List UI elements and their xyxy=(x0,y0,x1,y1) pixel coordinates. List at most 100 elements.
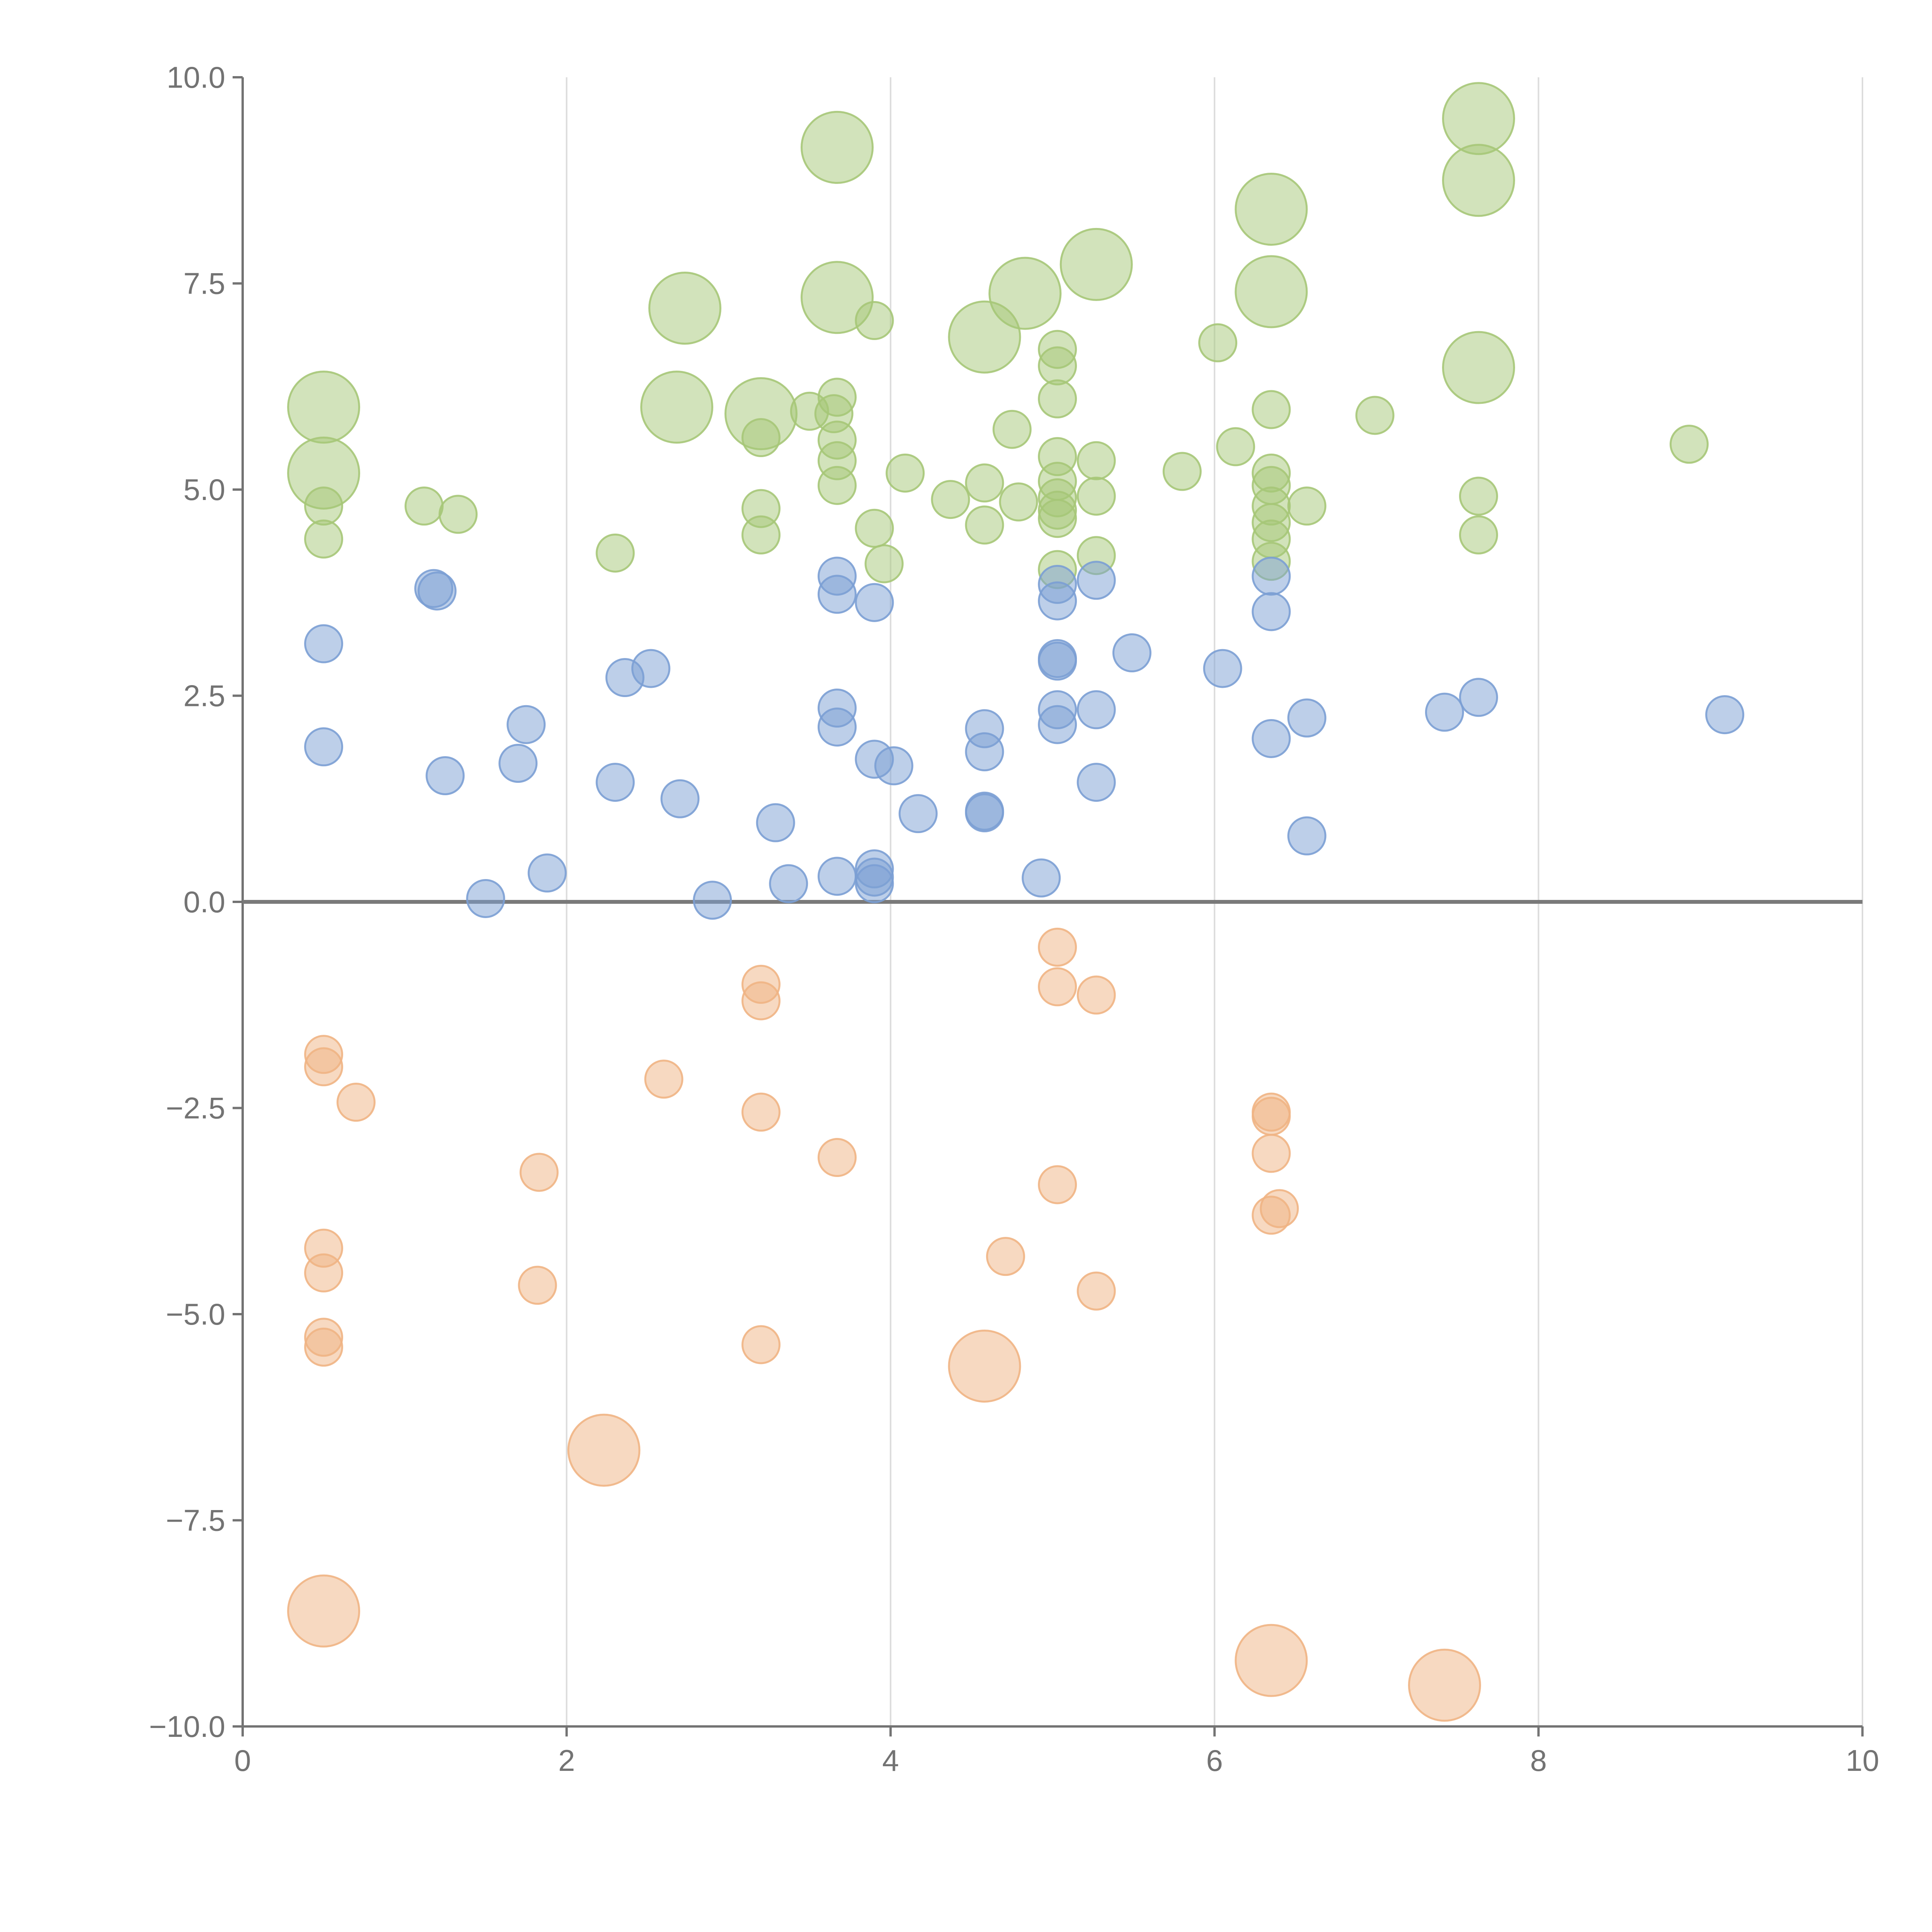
bubble-point-positive xyxy=(640,371,713,444)
bubble-point-near-zero xyxy=(498,743,538,783)
bubble-point-near-zero xyxy=(1459,678,1498,717)
bubble-point-positive xyxy=(1060,228,1133,301)
bubble-point-negative xyxy=(304,1047,344,1087)
bubble-point-negative xyxy=(1252,1097,1291,1136)
bubble-point-near-zero xyxy=(1077,561,1116,600)
x-tick-label: 6 xyxy=(1206,1743,1223,1777)
bubble-point-negative xyxy=(1252,1196,1291,1235)
bubble-point-positive xyxy=(965,463,1004,503)
bubble-point-near-zero xyxy=(1705,695,1745,735)
bubble-point-negative xyxy=(304,1253,344,1293)
bubble-point-near-zero xyxy=(417,571,457,611)
y-tick-label: −10.0 xyxy=(149,1709,225,1743)
bubble-point-near-zero xyxy=(965,732,1004,772)
bubble-point-near-zero xyxy=(466,879,505,918)
bubble-point-near-zero xyxy=(756,803,795,842)
bubble-point-positive xyxy=(1287,486,1327,526)
bubble-point-near-zero xyxy=(965,793,1004,833)
bubble-point-negative xyxy=(1408,1648,1481,1722)
y-tick-label: −7.5 xyxy=(166,1503,225,1537)
bubble-point-positive xyxy=(1235,255,1308,328)
x-tick-label: 10 xyxy=(1846,1743,1879,1777)
bubble-point-near-zero xyxy=(1022,858,1061,898)
bubble-point-near-zero xyxy=(855,864,894,903)
bubble-point-positive xyxy=(1252,390,1291,429)
bubble-point-near-zero xyxy=(1077,763,1116,802)
bubble-point-near-zero xyxy=(817,707,857,747)
bubble-point-near-zero xyxy=(817,575,857,614)
bubble-point-positive xyxy=(1162,452,1202,491)
bubble-point-near-zero xyxy=(1252,556,1291,596)
bubble-point-negative xyxy=(644,1060,684,1099)
bubble-point-near-zero xyxy=(1038,705,1077,744)
bubble-point-positive xyxy=(999,482,1038,522)
bubble-point-positive xyxy=(1038,346,1077,386)
bubble-point-negative xyxy=(948,1329,1021,1403)
bubble-point-positive xyxy=(1038,379,1077,418)
bubble-point-near-zero xyxy=(304,727,344,767)
bubble-point-positive xyxy=(595,533,635,573)
bubble-point-negative xyxy=(304,1327,344,1367)
bubble-point-near-zero xyxy=(1112,633,1151,673)
bubble-point-negative xyxy=(519,1153,559,1192)
bubble-point-positive xyxy=(1669,425,1709,464)
y-tick-label: −5.0 xyxy=(166,1297,225,1331)
bubble-point-positive xyxy=(1235,172,1308,246)
x-tick-label: 2 xyxy=(558,1743,575,1777)
bubble-point-near-zero xyxy=(527,853,567,893)
bubble-point-positive xyxy=(817,466,857,505)
bubble-point-negative xyxy=(1235,1624,1308,1697)
bubble-point-positive xyxy=(931,480,970,519)
bubble-point-positive xyxy=(304,519,344,559)
bubble-point-negative xyxy=(336,1083,376,1122)
bubble-point-positive xyxy=(741,515,781,554)
bubble-point-negative xyxy=(1038,927,1077,967)
bubble-point-negative xyxy=(986,1237,1025,1276)
bubble-point-positive xyxy=(1459,476,1498,516)
bubble-point-near-zero xyxy=(769,864,808,903)
bubble-point-near-zero xyxy=(605,658,645,697)
x-tick-label: 4 xyxy=(882,1743,899,1777)
y-tick-label: 2.5 xyxy=(184,679,225,713)
y-tick-label: 5.0 xyxy=(184,473,225,507)
bubble-point-positive xyxy=(1459,515,1498,554)
axes: 0 2 4 6 8 10 −10.0 −7.5 −5.0 −2.5 0.0 2.5 5.0 7.5 10.0 xyxy=(149,60,1879,1777)
bubble-point-negative xyxy=(1077,975,1116,1015)
bubble-point-positive xyxy=(1442,144,1515,217)
bubble-point-positive xyxy=(1442,82,1515,155)
bubble-point-near-zero xyxy=(660,779,700,818)
bubble-point-positive xyxy=(405,486,444,526)
bubble-point-negative xyxy=(1038,1165,1077,1204)
bubble-point-near-zero xyxy=(1077,690,1116,730)
bubble-point-near-zero xyxy=(304,624,344,663)
bubble-point-positive xyxy=(800,111,874,184)
bubble-point-negative xyxy=(567,1413,641,1487)
bubble-point-near-zero xyxy=(1038,581,1077,621)
bubble-point-negative xyxy=(817,1138,857,1177)
bubble-point-positive xyxy=(1355,396,1395,435)
bubble-point-negative xyxy=(287,1574,361,1648)
bubble-point-positive xyxy=(1038,499,1077,538)
bubble-point-positive xyxy=(1077,441,1116,480)
bubble-point-negative xyxy=(1038,967,1077,1007)
bubble-point-near-zero xyxy=(507,705,546,744)
bubble-point-near-zero xyxy=(1287,698,1327,738)
bubble-point-positive xyxy=(1442,331,1515,404)
bubble-point-positive xyxy=(439,495,478,534)
bubble-point-positive xyxy=(855,509,894,548)
bubble-point-negative xyxy=(1077,1271,1116,1311)
bubble-point-near-zero xyxy=(874,746,913,786)
x-tick-label: 8 xyxy=(1530,1743,1547,1777)
bubble-point-negative xyxy=(741,981,781,1020)
bubble-point-near-zero xyxy=(1038,641,1077,681)
bubble-point-negative xyxy=(1252,1134,1291,1173)
bubble-point-positive xyxy=(287,371,361,444)
bubble-point-near-zero xyxy=(1425,692,1464,732)
bubble-point-positive xyxy=(855,301,894,340)
bubble-point-positive xyxy=(304,486,344,526)
bubble-point-negative xyxy=(741,1092,781,1132)
bubble-point-near-zero xyxy=(1203,649,1242,688)
bubble-point-near-zero xyxy=(817,857,857,896)
bubble-point-positive xyxy=(992,410,1032,449)
